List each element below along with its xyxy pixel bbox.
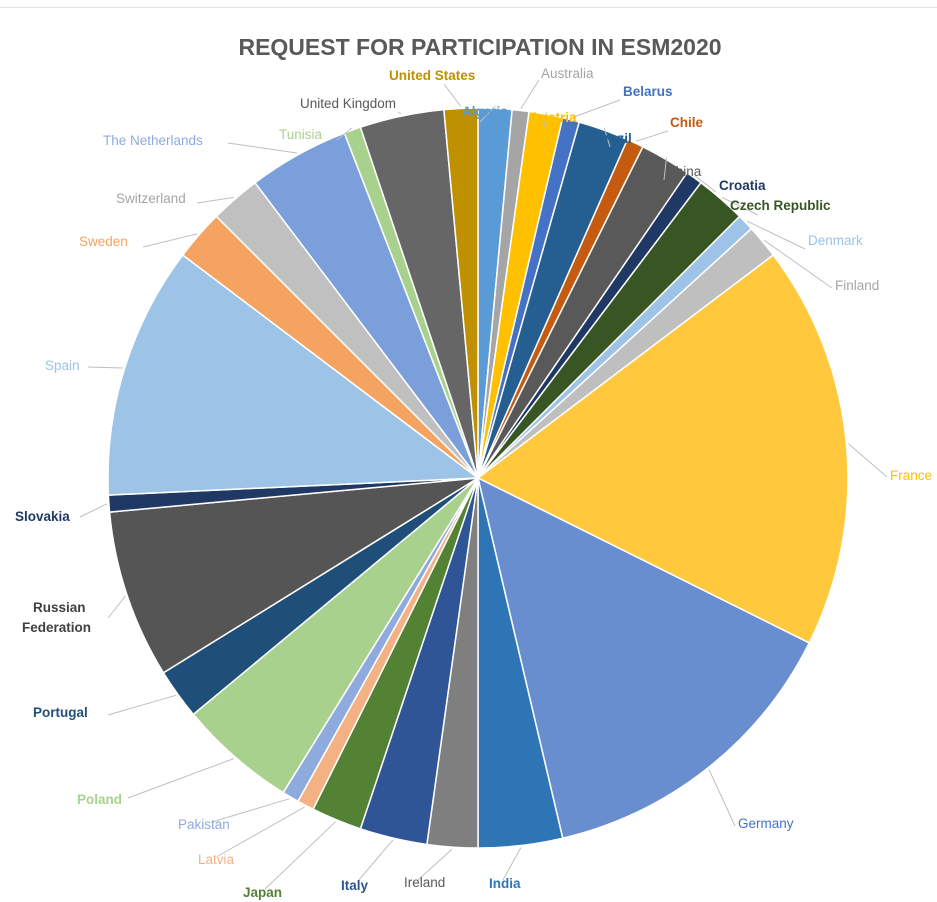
- pie-slice-france: [476, 253, 849, 644]
- slice-label: Chile: [670, 115, 703, 130]
- slice-label: Latvia: [198, 852, 235, 867]
- leader-line: [603, 127, 611, 148]
- leader-line: [397, 111, 402, 115]
- slice-label: Sweden: [79, 234, 128, 249]
- leader-line: [443, 83, 462, 107]
- leader-line: [336, 127, 353, 141]
- pie-slice-united-states: [443, 107, 479, 479]
- slice-label: Belarus: [623, 84, 673, 99]
- slice-label: China: [666, 164, 702, 179]
- leader-line: [571, 99, 621, 119]
- leader-line: [357, 839, 394, 882]
- top-divider: [0, 7, 937, 8]
- pie-slices: [107, 107, 849, 849]
- slice-label: Russian Federation: [22, 600, 91, 635]
- slice-label: Pakistan: [178, 817, 230, 832]
- slice-label: Australia: [541, 66, 594, 81]
- leader-line: [196, 196, 234, 204]
- leader-line: [502, 847, 522, 881]
- leader-line: [543, 112, 547, 128]
- leader-line: [264, 821, 336, 890]
- leader-line: [763, 239, 833, 289]
- slice-label: United States: [389, 68, 475, 83]
- leader-line: [479, 106, 496, 123]
- slice-label: Finland: [835, 278, 879, 293]
- slice-label: Tunisia: [279, 127, 323, 142]
- leader-line: [211, 798, 290, 823]
- slice-label: Croatia: [719, 178, 766, 193]
- slice-label: Portugal: [33, 705, 88, 720]
- leader-line: [87, 366, 123, 369]
- slice-label: Ireland: [404, 875, 445, 890]
- slice-label: The Netherlands: [103, 133, 203, 148]
- slice-label: Japan: [243, 885, 282, 900]
- pie-slice-russian-federation: [108, 477, 479, 674]
- slice-label: Slovakia: [15, 509, 70, 524]
- leader-line: [520, 79, 540, 109]
- slice-label: Brazil: [595, 131, 632, 146]
- slice-label: France: [890, 468, 932, 483]
- leader-line: [663, 157, 667, 181]
- leader-line: [635, 130, 669, 142]
- leader-line: [227, 142, 298, 154]
- slice-label: Spain: [45, 358, 80, 373]
- leader-line: [79, 503, 108, 518]
- slice-label: India: [489, 876, 521, 891]
- leader-line: [721, 196, 759, 216]
- slice-label: United Kingdom: [300, 96, 396, 111]
- leader-line: [848, 443, 888, 478]
- chart-title: REQUEST FOR PARTICIPATION IN ESM2020: [238, 34, 721, 60]
- leader-line: [694, 175, 717, 193]
- slice-label: Algeria: [462, 104, 508, 119]
- pie-slice-spain: [107, 253, 481, 496]
- slice-labels: Algeria Australia Austria Belarus Brazil Chil…: [15, 66, 932, 900]
- leader-line: [217, 806, 305, 857]
- leader-line: [127, 758, 234, 799]
- pie-slice-germany: [476, 476, 811, 840]
- leader-line: [107, 595, 126, 619]
- leader-line: [708, 769, 736, 827]
- leader-line: [417, 848, 453, 881]
- slice-label: Poland: [77, 792, 122, 807]
- leader-line: [746, 220, 806, 250]
- leader-lines: [79, 79, 888, 890]
- slice-label: Italy: [341, 878, 369, 893]
- leader-line: [107, 694, 177, 716]
- slice-label: Switzerland: [116, 191, 186, 206]
- slice-label: Czech Republic: [730, 198, 831, 213]
- slice-label: Denmark: [808, 233, 863, 248]
- slice-label: Germany: [738, 816, 794, 831]
- slice-label: Austria: [530, 110, 577, 125]
- leader-line: [142, 233, 198, 248]
